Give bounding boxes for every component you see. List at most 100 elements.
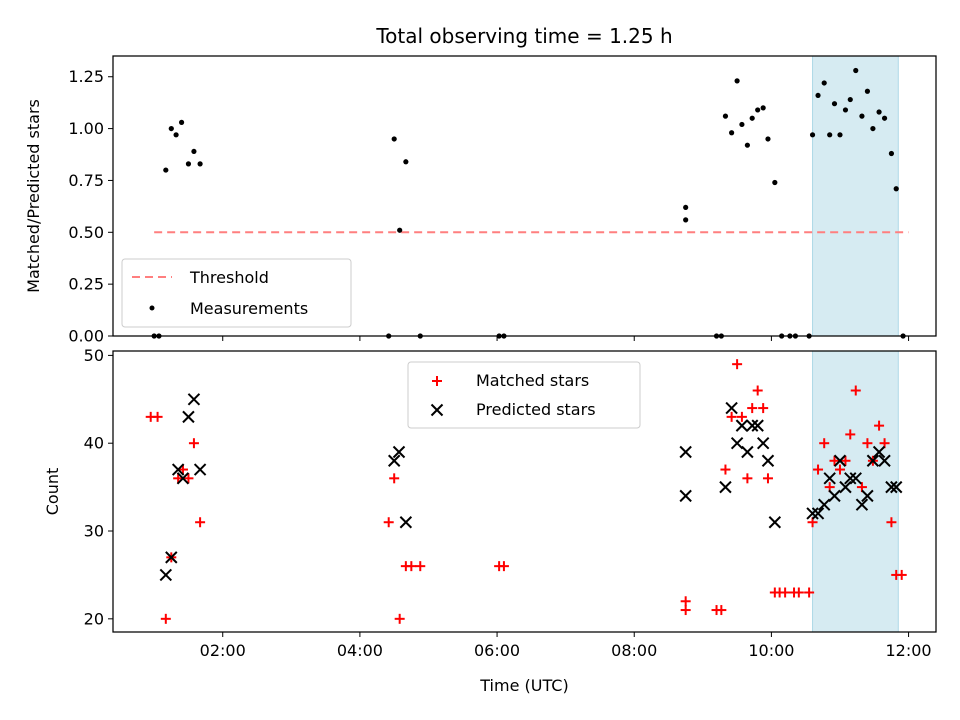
matched-star-point — [177, 464, 188, 475]
predicted-star-point — [735, 419, 749, 432]
matched-star-point — [874, 420, 885, 431]
cross-stroke-b — [855, 498, 869, 511]
matched-star-point — [862, 438, 873, 449]
matched-star-point — [834, 464, 845, 475]
top-y-tick-label: 0.00 — [68, 327, 104, 346]
top-span-rect — [812, 55, 899, 337]
measurement-point — [729, 130, 735, 136]
predicted-star-point — [844, 472, 857, 485]
bottom-span-rect — [812, 350, 899, 633]
cross-stroke-b — [171, 463, 185, 476]
matched-star-point — [742, 473, 753, 484]
predicted-star-point — [885, 480, 898, 494]
measurement-point — [739, 121, 745, 128]
top-y-tick-label: 0.25 — [68, 275, 104, 294]
measurement-point — [772, 179, 778, 186]
measurement-point — [859, 113, 865, 119]
matched-star-point — [188, 438, 199, 449]
matched-star-point — [850, 385, 861, 396]
cross-stroke-b — [844, 472, 857, 485]
measurement-point — [755, 107, 761, 113]
matched-star-point — [845, 429, 856, 440]
cross-stroke-b — [833, 454, 847, 467]
legend-cross-marker — [430, 403, 444, 417]
cross-stroke-b — [849, 472, 862, 485]
matched-star-point — [804, 587, 815, 598]
predicted-star-point — [741, 445, 754, 459]
matched-star-point — [195, 517, 206, 528]
matched-star-point — [152, 411, 163, 422]
measurement-point — [178, 119, 185, 125]
top-plot-frame — [112, 55, 937, 337]
predicted-star-point — [768, 516, 782, 529]
matched-star-point — [680, 605, 691, 616]
predicted-star-point — [872, 445, 886, 459]
predicted-star-point — [761, 454, 775, 467]
chart-title: Total observing time = 1.25 h — [375, 24, 672, 48]
matched-star-point — [680, 596, 691, 607]
bottom-x-tick-label: 02:00 — [200, 641, 246, 660]
measurement-point — [831, 101, 838, 107]
bottom-y-axis-label: Count — [43, 468, 62, 516]
matched-star-point — [160, 613, 171, 624]
bottom-plot-frame — [112, 350, 937, 633]
matched-star-point — [747, 403, 758, 414]
predicted-star-point — [818, 498, 831, 511]
measurement-point — [749, 115, 755, 121]
matched-star-point — [394, 613, 405, 624]
measurement-point — [722, 113, 729, 119]
measurement-point — [403, 159, 409, 165]
measurement-point — [185, 161, 192, 167]
top-observing-span — [812, 55, 899, 337]
matched-star-point — [896, 569, 907, 580]
cross-stroke-b — [823, 472, 836, 485]
cross-stroke-b — [182, 410, 195, 424]
measurement-point — [870, 125, 876, 132]
predicted-star-point — [823, 472, 836, 485]
cross-stroke-b — [730, 436, 744, 450]
cross-stroke-b — [768, 516, 782, 529]
predicted-star-point — [387, 454, 401, 467]
legend-measurements-label: Measurements — [190, 299, 308, 318]
matched-star-point — [752, 385, 763, 396]
bottom-y-tick-label: 50 — [84, 346, 104, 365]
bottom-observing-span — [812, 350, 899, 633]
cross-stroke-b — [399, 516, 413, 529]
cross-stroke-b — [725, 401, 738, 415]
measurement-point — [163, 167, 169, 173]
top-y-tick-label: 1.00 — [68, 119, 104, 138]
measurement-point — [876, 109, 882, 115]
matched-star-point — [173, 473, 184, 484]
predicted-star-point — [828, 489, 841, 503]
cross-stroke-b — [193, 463, 207, 476]
matched-star-point — [389, 473, 400, 484]
matched-star-point — [829, 455, 840, 466]
measurement-point — [809, 132, 816, 138]
legend-plus-marker — [432, 376, 442, 386]
measurement-point — [168, 125, 174, 132]
predicted-star-point — [725, 401, 738, 415]
bottom-x-tick-label: 04:00 — [337, 641, 383, 660]
cross-stroke-b — [392, 445, 406, 459]
cross-stroke-b — [176, 472, 190, 485]
measurement-point — [827, 132, 833, 138]
predicted-star-point — [849, 472, 862, 485]
matched-star-point — [498, 561, 509, 572]
measurement-point — [197, 161, 203, 167]
cross-stroke-b — [159, 568, 173, 582]
predicted-star-point — [890, 480, 903, 494]
matched-star-point — [813, 464, 824, 475]
top-y-axis-label: Matched/Predicted stars — [24, 99, 43, 293]
measurement-point — [842, 107, 849, 113]
top-x-ticks — [222, 336, 910, 341]
cross-stroke-b — [861, 489, 874, 503]
legend-predicted-swatch — [430, 403, 444, 417]
bottom-legend: Matched stars Predicted stars — [407, 361, 641, 429]
cross-stroke-b — [679, 445, 692, 459]
matched-star-point — [819, 438, 830, 449]
cross-stroke-b — [806, 507, 819, 520]
measurement-point — [734, 78, 740, 84]
predicted-star-point — [745, 419, 759, 432]
legend-matched-label: Matched stars — [476, 371, 589, 390]
top-y-tick-label: 0.50 — [68, 223, 104, 242]
